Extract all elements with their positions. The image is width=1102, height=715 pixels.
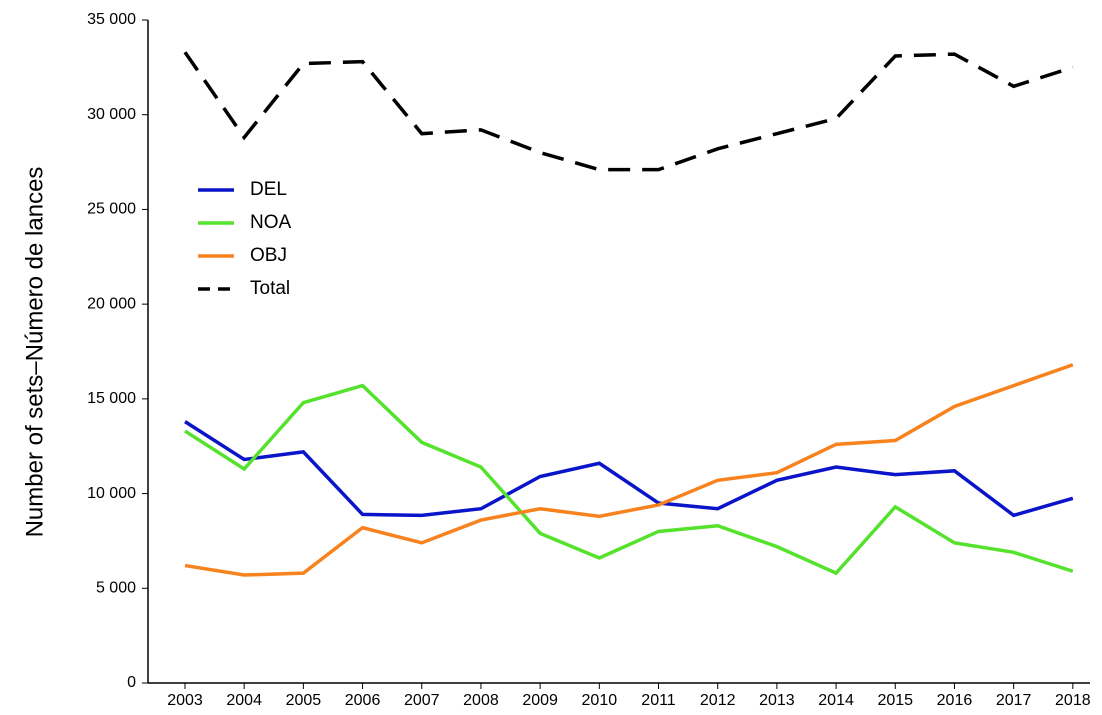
x-tick-label: 2012 [700, 692, 736, 709]
line-series [184, 363, 1074, 577]
legend-label: DEL [250, 179, 287, 200]
x-tick-label: 2007 [404, 692, 440, 709]
x-tick-label: 2010 [582, 692, 618, 709]
y-tick-label: 30 000 [87, 106, 136, 123]
x-tick-label: 2016 [937, 692, 973, 709]
x-tick-label: 2018 [1055, 692, 1091, 709]
x-tick-label: 2013 [759, 692, 795, 709]
x-tick-label: 2008 [463, 692, 499, 709]
y-tick-label: 20 000 [87, 295, 136, 312]
legend-label: OBJ [250, 245, 287, 266]
x-tick-label: 2009 [522, 692, 558, 709]
line-series [184, 420, 1074, 518]
x-tick-label: 2017 [996, 692, 1032, 709]
x-tick-label: 2014 [818, 692, 854, 709]
x-tick-label: 2006 [345, 692, 381, 709]
y-tick-label: 35 000 [87, 11, 136, 28]
y-tick-label: 5 000 [96, 580, 136, 597]
legend-label: Total [250, 278, 290, 299]
y-tick-label: 25 000 [87, 201, 136, 218]
x-tick-label: 2011 [641, 692, 676, 709]
legend-label: NOA [250, 212, 292, 233]
line-series [183, 51, 1074, 172]
line-series [184, 383, 1074, 576]
y-tick-label: 0 [127, 674, 136, 691]
y-axis-label: Number of sets–Número de lances [21, 167, 48, 538]
x-tick-label: 2003 [167, 692, 203, 709]
y-tick-label: 15 000 [87, 390, 136, 407]
x-tick-label: 2015 [877, 692, 913, 709]
x-tick-label: 2005 [286, 692, 322, 709]
x-tick-label: 2004 [226, 692, 262, 709]
y-tick-label: 10 000 [87, 485, 136, 502]
